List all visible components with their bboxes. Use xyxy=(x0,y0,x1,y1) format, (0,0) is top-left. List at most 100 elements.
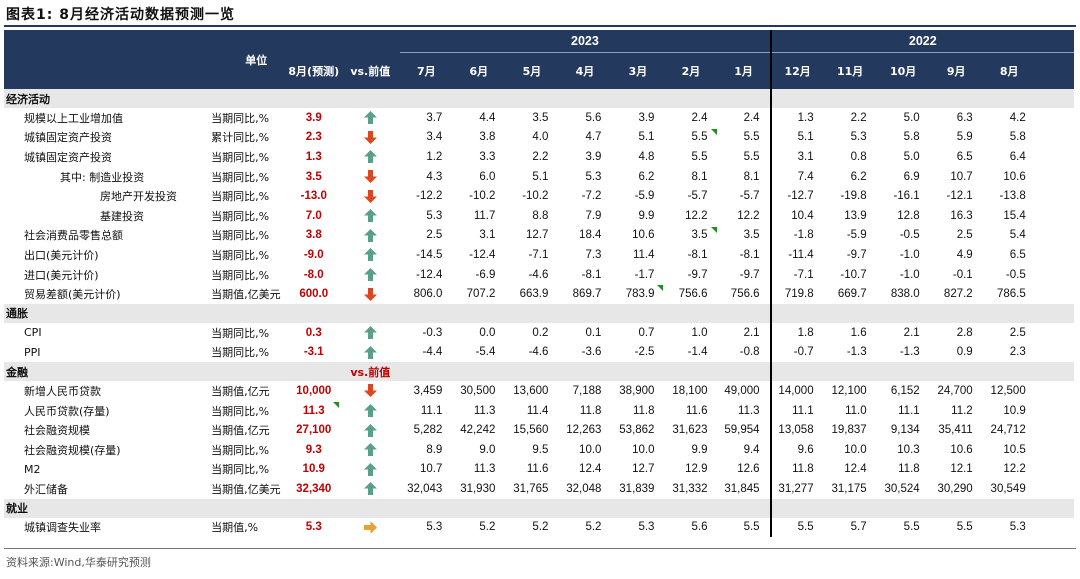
unit-cell: 当期值,% xyxy=(211,521,259,535)
value-cell: 2.1 xyxy=(743,326,760,339)
forecast-cell: 27,100 xyxy=(296,424,332,437)
month-header: 8月 xyxy=(982,52,1036,89)
direction-cell xyxy=(340,284,400,304)
unit-cell: 当期值,亿元 xyxy=(211,424,270,438)
value-cell: 24,712 xyxy=(990,424,1026,437)
arrow-up-icon xyxy=(363,462,377,476)
table-row: 新增人民币贷款 当期值,亿元 10,000 3,459 30,500 13,600 7,18… xyxy=(4,381,1074,401)
value-cell: 32,048 xyxy=(566,482,602,495)
value-cell: 31,623 xyxy=(672,424,708,437)
value-cell: -16.1 xyxy=(893,190,920,203)
value-cell: 6.2 xyxy=(850,170,867,183)
value-cell: 719.8 xyxy=(769,284,824,304)
value-cell: 31,277 xyxy=(769,479,824,499)
value-cell: 1.8 xyxy=(769,322,824,343)
value-cell: 31,845 xyxy=(724,482,760,495)
indicator-name: 社会融资规模(存量) xyxy=(24,443,121,457)
value-cell: 5.3 xyxy=(426,209,443,222)
value-cell: 11.6 xyxy=(526,463,549,476)
value-cell: -2.5 xyxy=(634,346,655,359)
value-cell: 11.3 xyxy=(473,463,496,476)
value-cell: 5.3 xyxy=(1009,521,1026,534)
section-label: 就业 xyxy=(4,498,341,518)
value-cell: 5.7 xyxy=(850,521,867,534)
forecast-header: 8月(预测) xyxy=(287,52,341,89)
indicator-name: 进口(美元计价) xyxy=(24,268,99,282)
forecast-cell: 11.3 xyxy=(287,401,340,421)
value-cell: 2.2 xyxy=(850,111,867,124)
direction-cell xyxy=(340,186,400,206)
value-cell: 8.8 xyxy=(532,209,549,222)
table-row: 出口(美元计价) 当期同比,% -9.0 -14.5 -12.4 -7.1 7.3 11.4 -… xyxy=(4,245,1074,265)
value-cell: 2.3 xyxy=(1009,346,1026,359)
value-cell: 10.9 xyxy=(1003,404,1026,417)
unit-cell: 当期同比,% xyxy=(211,326,270,340)
direction-cell xyxy=(340,226,400,246)
value-cell: -12.1 xyxy=(946,190,973,203)
indicator-name: CPI xyxy=(24,326,42,340)
source-note: 资料来源:Wind,华泰研究预测 xyxy=(6,556,151,569)
value-cell: -1.0 xyxy=(899,248,920,261)
value-cell: 3.3 xyxy=(479,150,496,163)
value-cell: 0.1 xyxy=(585,326,602,339)
value-cell: 0.7 xyxy=(638,326,655,339)
table-row: 社会融资规模 当期值,亿元 27,100 5,282 42,242 15,560 12,26… xyxy=(4,420,1074,440)
value-cell: 10.6 xyxy=(632,229,655,242)
value-cell: 9,134 xyxy=(890,424,920,437)
indicator-name: 规模以上工业增加值 xyxy=(24,111,123,125)
forecast-cell: 10,000 xyxy=(296,384,332,397)
month-header: 10月 xyxy=(876,52,930,89)
unit-cell: 当期值,亿美元 xyxy=(211,482,281,496)
table-row: 贸易差额(美元计价) 当期值,亿美元 600.0 806.0 707.2 663.9 869… xyxy=(4,284,1074,304)
unit-cell: 当期值,亿元 xyxy=(211,384,270,398)
value-cell: 5.5 xyxy=(664,128,717,148)
value-cell: 59,954 xyxy=(724,424,760,437)
direction-cell xyxy=(340,518,400,538)
value-cell: 6.5 xyxy=(1009,248,1026,261)
section-label: 经济活动 xyxy=(4,89,341,108)
value-cell: 5.1 xyxy=(769,127,824,148)
value-cell: -1.8 xyxy=(769,225,824,246)
value-cell: 12.2 xyxy=(737,209,760,222)
value-cell: 663.9 xyxy=(519,288,549,301)
value-cell: 3.5 xyxy=(743,229,760,242)
value-cell: 2.8 xyxy=(956,326,973,339)
value-cell: 24,700 xyxy=(937,384,973,397)
value-cell: 31,332 xyxy=(672,482,708,495)
value-cell: 0.0 xyxy=(479,326,496,339)
value-cell: 669.7 xyxy=(837,288,867,301)
value-cell: 12,263 xyxy=(566,424,602,437)
value-cell: -19.8 xyxy=(840,190,867,203)
value-cell: -14.5 xyxy=(416,248,443,261)
value-cell: 7.9 xyxy=(585,209,602,222)
section-vs-label xyxy=(340,498,401,518)
value-cell: 31,839 xyxy=(619,482,655,495)
value-cell: 1.2 xyxy=(426,150,443,163)
value-cell: 10.7 xyxy=(950,170,973,183)
value-cell: -11.4 xyxy=(769,245,824,265)
table-row: 社会融资规模(存量) 当期同比,% 9.3 8.9 9.0 9.5 10.0 10.0 9.9 9… xyxy=(4,439,1074,460)
value-cell: 12.8 xyxy=(897,209,920,222)
direction-cell xyxy=(340,128,400,148)
value-cell: 5,282 xyxy=(413,424,443,437)
value-cell: 12.4 xyxy=(579,463,602,476)
value-cell: 18.4 xyxy=(579,229,602,242)
value-cell: 12.4 xyxy=(844,463,867,476)
section-vs-label: vs.前值 xyxy=(340,362,401,382)
value-cell: 18,100 xyxy=(672,384,708,397)
arrow-up-icon xyxy=(363,423,377,437)
footer-rule xyxy=(4,548,1076,549)
month-header: 1月 xyxy=(717,52,771,89)
value-cell: 4.9 xyxy=(956,248,973,261)
value-cell: 32,043 xyxy=(407,482,443,495)
value-cell: -12.4 xyxy=(416,268,443,281)
value-cell: 12,500 xyxy=(990,384,1026,397)
month-header: 2月 xyxy=(664,52,718,89)
section-row: 金融 vs.前值 xyxy=(4,362,1074,382)
forecast-cell: 600.0 xyxy=(299,288,329,301)
value-cell: 6.2 xyxy=(638,170,655,183)
unit-header: 单位 xyxy=(4,30,288,89)
value-cell: -1.4 xyxy=(687,346,708,359)
value-cell: 11.8 xyxy=(898,463,920,476)
table-body: 经济活动 规模以上工业增加值 当期同比,% 3.9 3.7 4.4 3.5 5.6 3.9 2.4… xyxy=(4,89,1074,538)
